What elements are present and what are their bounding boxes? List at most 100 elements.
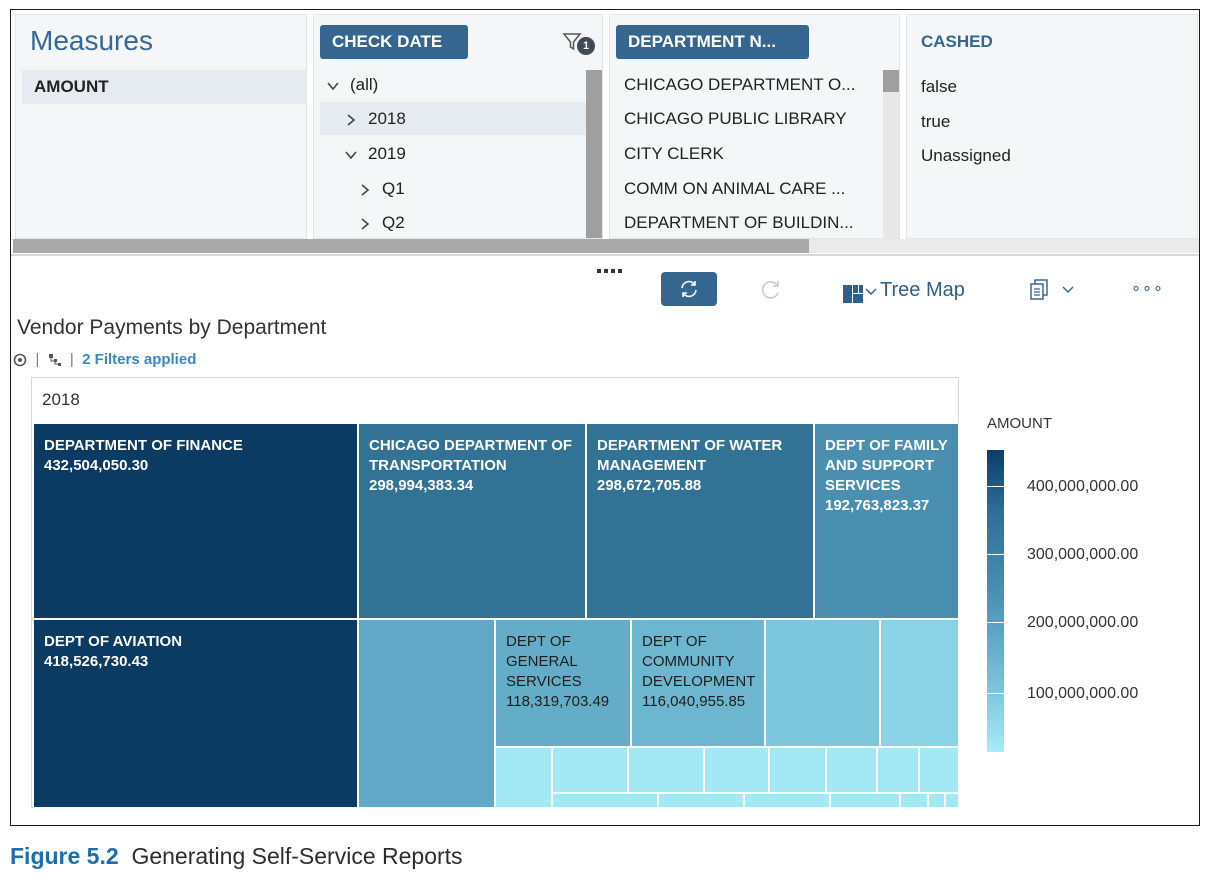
chevron-right-icon xyxy=(358,183,372,197)
dept-row[interactable]: CHICAGO DEPARTMENT O... xyxy=(624,75,856,94)
tree-row-2019[interactable]: 2019 xyxy=(320,137,584,170)
treemap-tile-label: DEPT OF AVIATION 418,526,730.43 xyxy=(44,632,353,672)
cashed-header[interactable]: CASHED xyxy=(921,32,993,51)
treemap-tile[interactable]: CHICAGO DEPARTMENT OF TRANSPORTATION 298,… xyxy=(358,423,586,619)
tile-name: DEPARTMENT OF WATER MANAGEMENT xyxy=(597,437,783,474)
filters-scroll-thumb[interactable] xyxy=(13,239,809,253)
dept-row[interactable]: CITY CLERK xyxy=(624,144,724,163)
legend-tick-mark xyxy=(987,554,1004,555)
treemap-tile[interactable] xyxy=(900,793,928,808)
treemap-tile[interactable]: DEPT OF GENERAL SERVICES 118,319,703.49 xyxy=(495,619,631,747)
measure-item-amount[interactable]: AMOUNT xyxy=(22,70,306,104)
chevron-down-icon xyxy=(326,79,340,93)
treemap-tile[interactable] xyxy=(628,747,704,793)
treemap-tile[interactable] xyxy=(765,619,880,747)
cube-icon[interactable] xyxy=(13,353,27,367)
redo-icon[interactable] xyxy=(759,278,783,302)
department-header[interactable]: DEPARTMENT N... xyxy=(616,25,809,59)
dept-row[interactable]: COMM ON ANIMAL CARE ... xyxy=(624,179,846,198)
filters-status: | | 2 Filters applied xyxy=(13,350,196,370)
chevron-down-icon xyxy=(344,148,358,162)
tile-name: DEPT OF GENERAL SERVICES xyxy=(506,633,582,690)
treemap-icon xyxy=(843,282,863,303)
refresh-button[interactable] xyxy=(661,272,717,306)
tree-row-label: Q2 xyxy=(382,213,405,232)
dept-row[interactable]: DEPARTMENT OF BUILDIN... xyxy=(624,213,854,232)
figure-caption: Figure 5.2 Generating Self-Service Repor… xyxy=(10,843,463,870)
filters-horizontal-scrollbar[interactable] xyxy=(13,239,1199,253)
treemap-area: DEPARTMENT OF FINANCE 432,504,050.30 DEPT … xyxy=(33,423,959,808)
tile-value: 432,504,050.30 xyxy=(44,457,149,474)
tree-row-label: 2018 xyxy=(368,109,406,128)
filter-count-badge: 1 xyxy=(577,37,595,55)
treemap-tile[interactable]: DEPT OF AVIATION 418,526,730.43 xyxy=(33,619,358,808)
treemap-tile[interactable] xyxy=(877,747,919,793)
tile-name: CHICAGO DEPARTMENT OF TRANSPORTATION xyxy=(369,437,573,474)
legend-title: AMOUNT xyxy=(987,415,1052,432)
legend-tick-mark xyxy=(987,486,1004,487)
treemap-tile[interactable] xyxy=(358,619,495,808)
chevron-down-icon xyxy=(865,288,877,295)
treemap-tile-label: DEPARTMENT OF WATER MANAGEMENT 298,672,70… xyxy=(597,436,809,496)
tree-row-q1[interactable]: Q1 xyxy=(320,172,584,205)
tree-row-label: 2019 xyxy=(368,144,406,163)
measures-title: Measures xyxy=(30,25,153,56)
check-date-scrollbar[interactable] xyxy=(586,70,602,238)
refresh-icon xyxy=(681,280,697,298)
tile-value: 116,040,955.85 xyxy=(642,693,746,710)
chart-type-picker[interactable]: Tree Map xyxy=(843,275,965,305)
treemap-group-label: 2018 xyxy=(42,390,80,409)
resize-grip-icon[interactable] xyxy=(597,260,625,273)
cashed-row[interactable]: true xyxy=(921,112,951,131)
treemap-tile[interactable] xyxy=(552,793,658,808)
tree-row-q2[interactable]: Q2 xyxy=(320,206,584,238)
hierarchy-icon[interactable] xyxy=(48,353,62,367)
check-date-header[interactable]: CHECK DATE xyxy=(320,25,468,59)
tree-row-all[interactable]: (all) xyxy=(320,68,584,101)
treemap-tile[interactable] xyxy=(744,793,830,808)
tree-row-label: (all) xyxy=(350,75,379,94)
treemap-tile[interactable] xyxy=(919,747,959,793)
treemap-tile[interactable] xyxy=(704,747,769,793)
copy-button[interactable] xyxy=(1029,276,1079,304)
legend-tick-label: 100,000,000.00 xyxy=(1027,685,1139,702)
treemap-tile-label: DEPARTMENT OF FINANCE 432,504,050.30 xyxy=(44,436,353,476)
cashed-row[interactable]: Unassigned xyxy=(921,146,1011,165)
cashed-panel: CASHED false true Unassigned xyxy=(906,14,1198,239)
department-scroll-thumb[interactable] xyxy=(883,70,899,92)
treemap-tile[interactable] xyxy=(495,747,552,808)
chart-type-label: Tree Map xyxy=(880,279,965,301)
department-scrollbar[interactable] xyxy=(883,70,899,238)
treemap-tile-label: CHICAGO DEPARTMENT OF TRANSPORTATION 298,… xyxy=(369,436,581,496)
treemap-tile[interactable] xyxy=(769,747,826,793)
tile-name: DEPARTMENT OF FINANCE xyxy=(44,437,243,454)
treemap-tile[interactable] xyxy=(826,747,877,793)
department-panel: DEPARTMENT N... CHICAGO DEPARTMENT O... … xyxy=(609,14,900,239)
tile-name: DEPT OF AVIATION xyxy=(44,633,183,650)
treemap-tile[interactable]: DEPT OF FAMILY AND SUPPORT SERVICES 192,7… xyxy=(814,423,959,619)
tile-value: 298,672,705.88 xyxy=(597,477,702,494)
treemap-tile-label: DEPT OF COMMUNITY DEVELOPMENT 116,040,955… xyxy=(642,632,760,712)
tree-row-2018[interactable]: 2018 xyxy=(320,102,587,135)
treemap-tile[interactable] xyxy=(658,793,744,808)
treemap-tile[interactable] xyxy=(880,619,959,747)
more-options-icon[interactable]: ∘∘∘ xyxy=(1131,280,1165,297)
treemap-tile[interactable] xyxy=(552,747,628,793)
legend-tick-label: 400,000,000.00 xyxy=(1027,478,1139,495)
cashed-row[interactable]: false xyxy=(921,77,957,96)
check-date-scroll-thumb[interactable] xyxy=(586,70,602,238)
figure-number: Figure 5.2 xyxy=(10,843,119,869)
treemap-chart: 2018 DEPARTMENT OF FINANCE 432,504,050.30… xyxy=(31,377,959,808)
dept-row[interactable]: CHICAGO PUBLIC LIBRARY xyxy=(624,109,847,128)
treemap-tile[interactable]: DEPARTMENT OF WATER MANAGEMENT 298,672,70… xyxy=(586,423,814,619)
treemap-tile[interactable] xyxy=(945,793,959,808)
chevron-right-icon xyxy=(358,217,372,231)
treemap-tile[interactable] xyxy=(830,793,900,808)
treemap-tile[interactable]: DEPARTMENT OF FINANCE 432,504,050.30 xyxy=(33,423,358,619)
tile-value: 118,319,703.49 xyxy=(506,693,610,710)
treemap-tile[interactable] xyxy=(928,793,945,808)
treemap-tile[interactable]: DEPT OF COMMUNITY DEVELOPMENT 116,040,955… xyxy=(631,619,765,747)
filters-applied-link[interactable]: 2 Filters applied xyxy=(82,351,197,368)
filter-icon[interactable]: 1 xyxy=(562,31,596,57)
tile-value: 298,994,383.34 xyxy=(369,477,474,494)
